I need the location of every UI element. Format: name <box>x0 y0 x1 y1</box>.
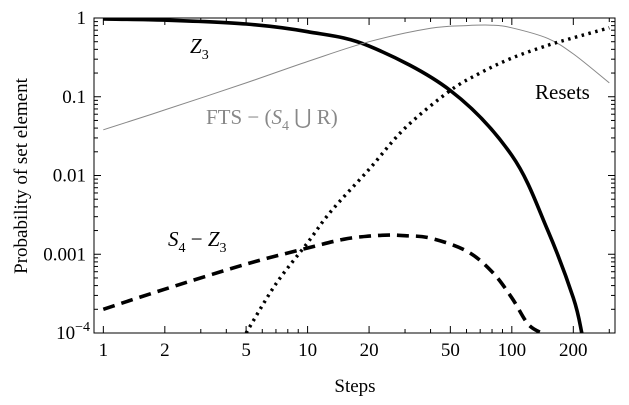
y-tick-label: 10−4 <box>56 320 90 344</box>
x-tick-label: 5 <box>241 340 251 361</box>
x-axis-label: Steps <box>334 376 375 397</box>
x-tick-label: 2 <box>160 340 170 361</box>
y-tick-label: 0.01 <box>53 166 86 187</box>
x-tick-label: 50 <box>441 340 460 361</box>
y-axis-label: Probability of set element <box>11 77 32 273</box>
x-tick-label: 1 <box>99 340 109 361</box>
x-tick-label: 200 <box>559 340 588 361</box>
series-layer <box>102 18 610 333</box>
annotation-resets: Resets <box>535 80 590 104</box>
x-axis-ticks: 1 2 5 10 20 50 100 200 <box>99 18 610 361</box>
x-tick-label: 100 <box>498 340 527 361</box>
series-line-0 <box>103 18 584 333</box>
y-tick-label: 0.1 <box>62 87 86 108</box>
series-line-1 <box>103 24 610 131</box>
y-tick-label-exponent: −4 <box>75 320 90 335</box>
y-axis-ticks: 10−4 0.001 0.01 0.1 1 <box>43 8 615 344</box>
x-tick-label: 10 <box>298 340 317 361</box>
series-line-2 <box>244 26 610 333</box>
y-tick-label: 0.001 <box>43 244 86 265</box>
y-tick-label-base: 10 <box>56 323 75 344</box>
series-line-3 <box>102 233 543 333</box>
plot-frame <box>93 17 616 334</box>
x-tick-label: 20 <box>360 340 379 361</box>
y-tick-label: 1 <box>77 8 87 29</box>
annotation-fts: FTS − (S4 ⋃ R) <box>206 105 338 134</box>
annotation-z3: Z3 <box>190 34 209 63</box>
annotation-s4-z3: S4 − Z3 <box>168 227 227 256</box>
